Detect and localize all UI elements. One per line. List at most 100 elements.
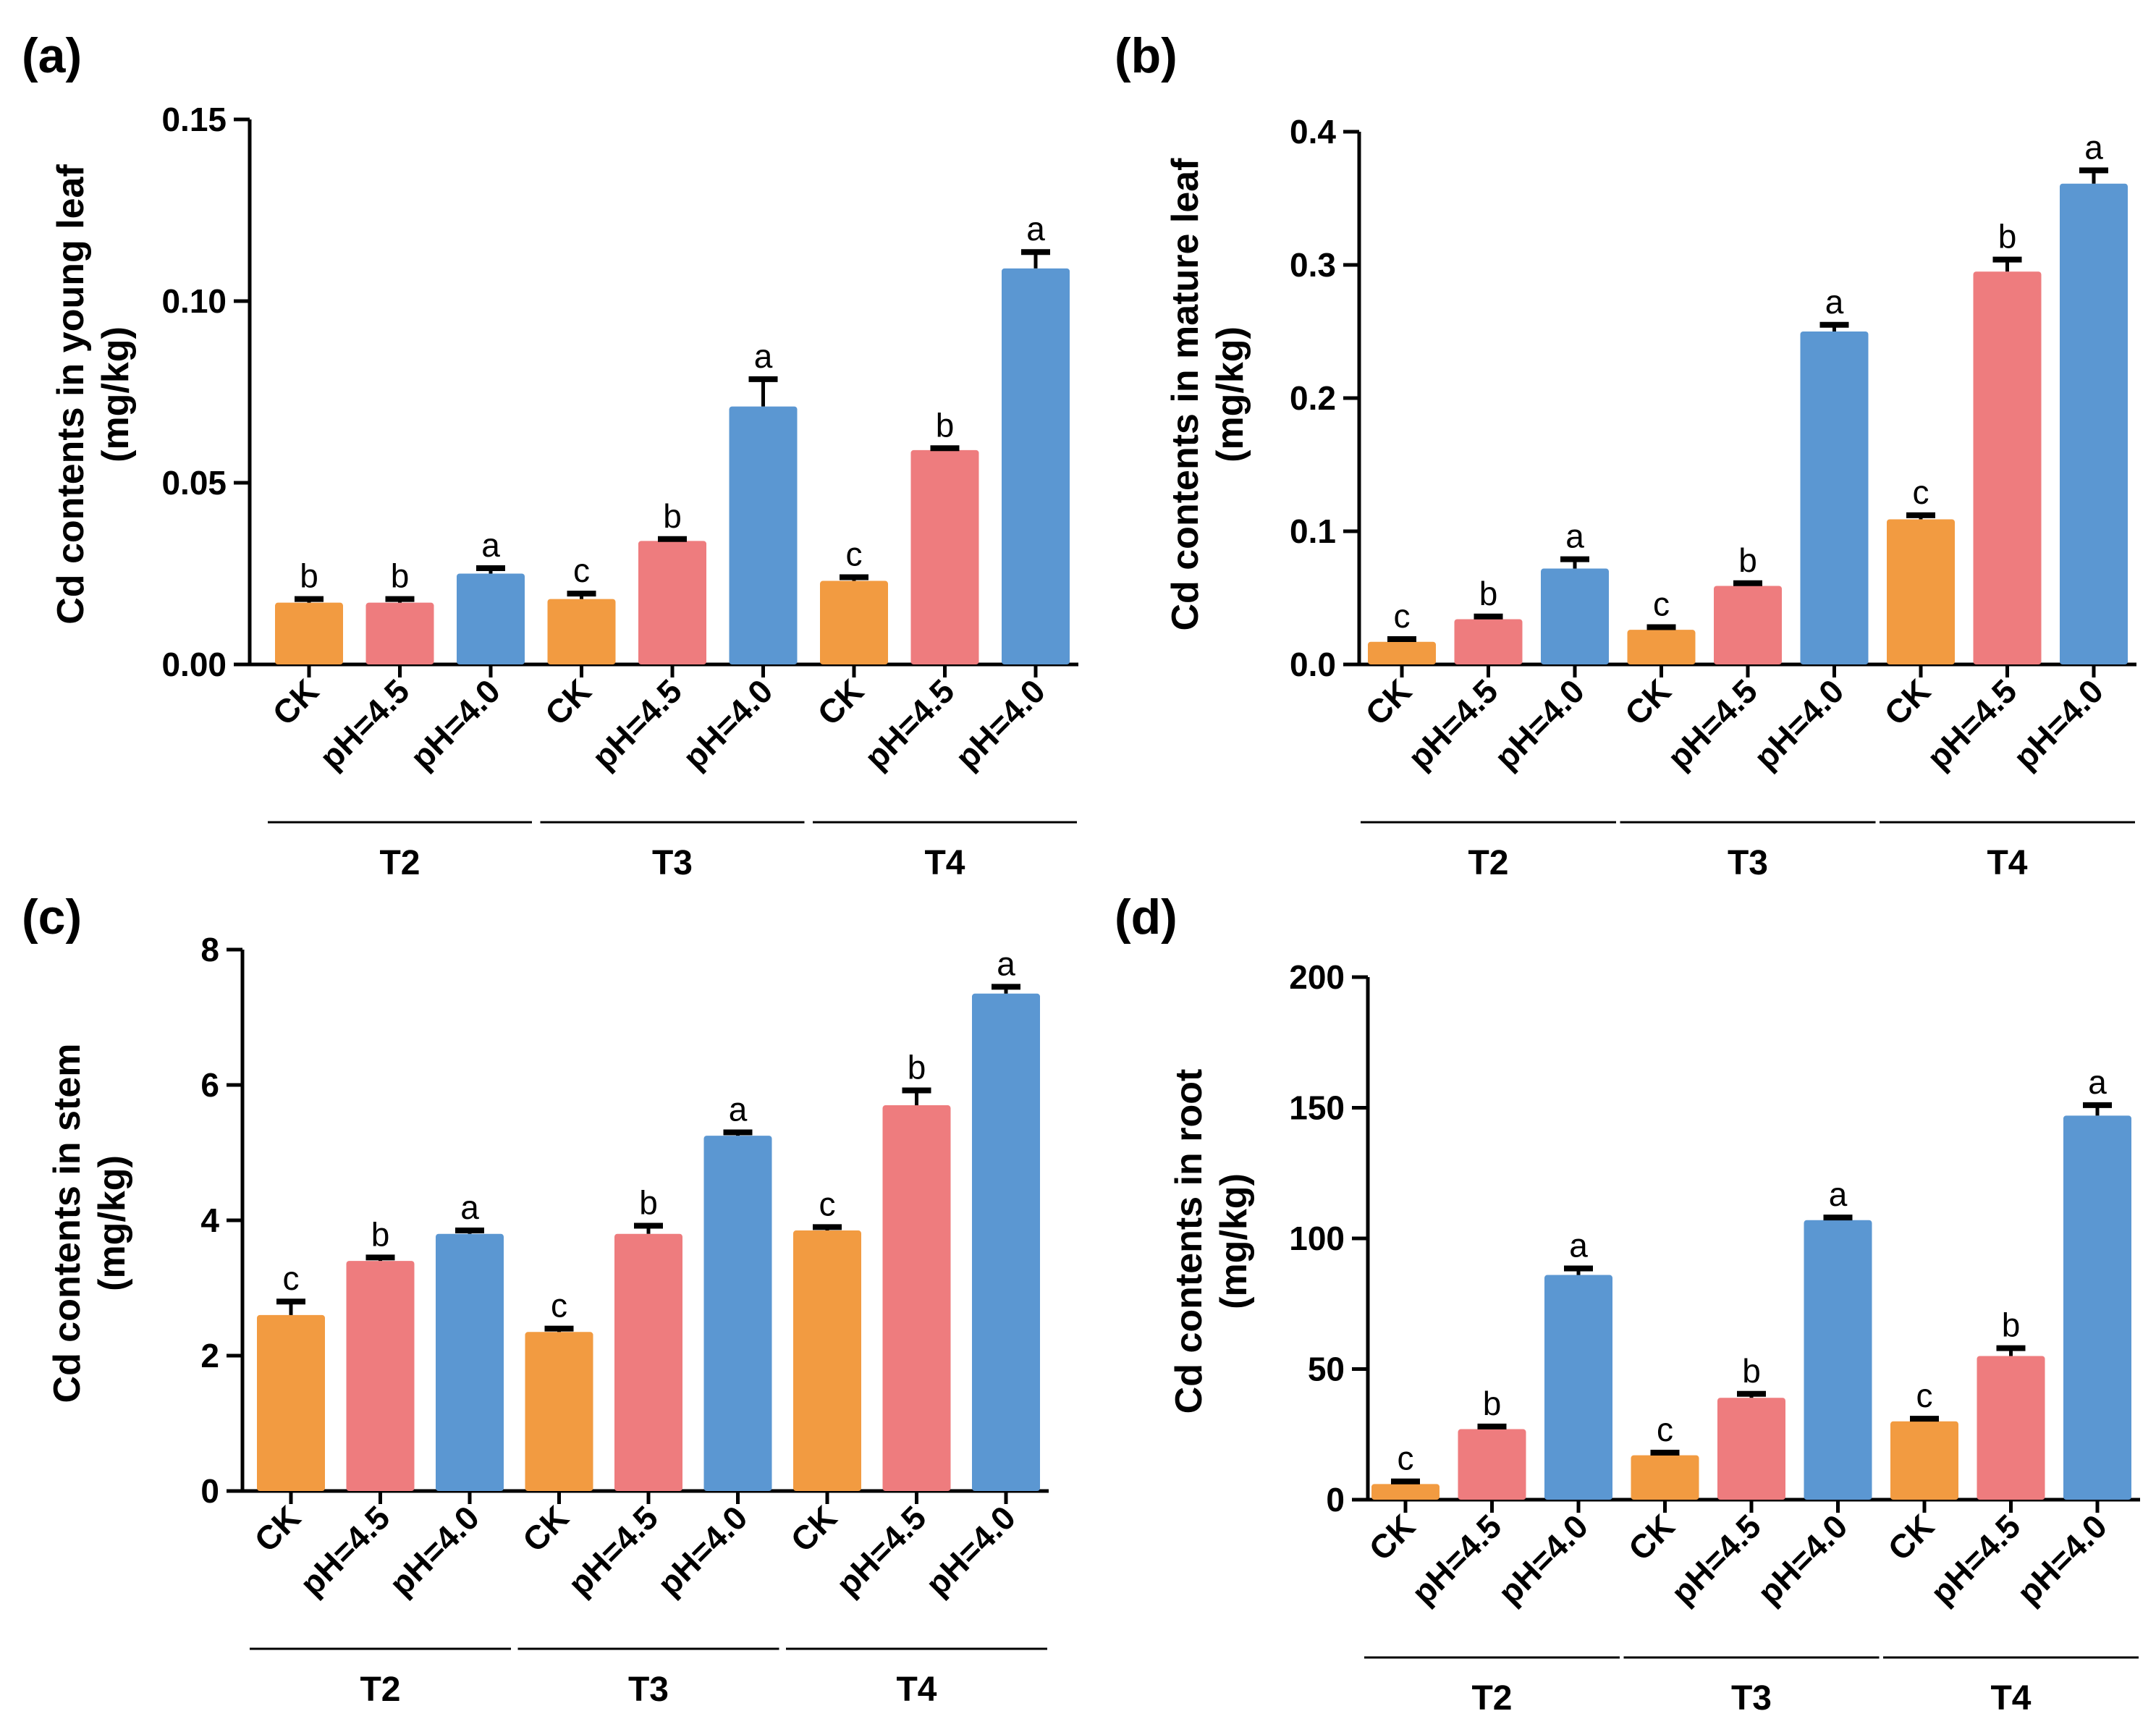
- y-axis-title-line: (mg/kg): [1213, 1173, 1255, 1309]
- category-label: pH=4.5: [585, 672, 689, 776]
- group-label: T3: [628, 1671, 669, 1709]
- category-label: pH=4.5: [312, 672, 416, 776]
- y-tick-label: 8: [200, 931, 219, 968]
- significance-letter: a: [754, 337, 773, 375]
- bar: [1368, 641, 1436, 664]
- bar: [1454, 619, 1523, 664]
- category-label: pH=4.0: [948, 672, 1052, 776]
- y-tick-label: 0.00: [161, 646, 227, 683]
- significance-letter: b: [639, 1183, 658, 1221]
- category-label: pH=4.5: [1660, 672, 1764, 776]
- y-axis-title-line: (mg/kg): [1209, 326, 1251, 463]
- bar: [1890, 1421, 1958, 1500]
- y-tick-label: 6: [200, 1066, 219, 1104]
- bar: [2063, 1115, 2131, 1500]
- category-label: pH=4.5: [1664, 1507, 1768, 1611]
- category-label: pH=4.0: [2010, 1507, 2114, 1611]
- significance-letter: a: [997, 945, 1015, 982]
- y-axis-title: Cd contents in stem(mg/kg): [46, 1044, 133, 1403]
- category-label: CK: [247, 1498, 308, 1559]
- panel-d: (d) Cd contents in root(mg/kg) 0 50 100 150 20…: [1115, 890, 2140, 1718]
- bar: [1544, 1275, 1612, 1500]
- bar: [729, 406, 798, 664]
- panel-c: (c) Cd contents in stem(mg/kg) 0 2 4 6 8 c CK b pH…: [22, 890, 1049, 1709]
- category-label: CK: [810, 672, 871, 732]
- category-label: pH=4.0: [1750, 1507, 1854, 1611]
- bar: [365, 602, 434, 664]
- panel-label: (b): [1115, 28, 1178, 83]
- category-label: CK: [1877, 672, 1937, 732]
- bar: [820, 580, 888, 664]
- significance-letter: b: [1483, 1385, 1502, 1422]
- category-label: CK: [1361, 1507, 1422, 1568]
- group-label: T2: [360, 1671, 400, 1709]
- category-label: pH=4.5: [1404, 1507, 1508, 1611]
- significance-letter: c: [846, 536, 863, 573]
- category-label: CK: [538, 672, 599, 732]
- bar: [1973, 271, 2042, 664]
- y-axis-title-line: Cd contents in young leaf: [50, 164, 92, 625]
- y-axis-title-line: (mg/kg): [91, 1155, 133, 1291]
- category-label: pH=4.0: [1491, 1507, 1595, 1611]
- group-label: T4: [896, 1671, 937, 1709]
- bar: [1714, 586, 1782, 664]
- y-tick-label: 0.10: [161, 282, 227, 320]
- category-label: pH=4.0: [1746, 672, 1851, 776]
- significance-letter: a: [1026, 210, 1045, 248]
- category-label: pH=4.5: [1400, 672, 1505, 776]
- significance-letter: c: [1916, 1377, 1933, 1414]
- group-label: T4: [1987, 844, 2027, 882]
- significance-letter: b: [1738, 541, 1757, 579]
- category-label: pH=4.5: [561, 1498, 665, 1602]
- category-label: CK: [1358, 672, 1419, 732]
- significance-letter: a: [460, 1188, 479, 1226]
- bar: [346, 1261, 415, 1491]
- y-tick-label: 100: [1289, 1220, 1345, 1257]
- significance-letter: c: [1913, 473, 1929, 511]
- group-label: T3: [652, 844, 693, 882]
- significance-letter: a: [729, 1090, 748, 1128]
- category-label: pH=4.5: [1923, 1507, 2027, 1611]
- group-label: T4: [1990, 1679, 2031, 1718]
- y-tick-label: 0.0: [1290, 646, 1336, 683]
- significance-letter: b: [391, 557, 410, 595]
- bar: [614, 1233, 682, 1491]
- bar: [257, 1314, 325, 1491]
- panel-b: (b) Cd contents in mature leaf(mg/kg) 0.0 0…: [1115, 28, 2136, 882]
- significance-letter: b: [663, 497, 682, 535]
- panel-label: (c): [22, 890, 82, 945]
- significance-letter: a: [2084, 128, 2103, 166]
- y-tick-label: 0.2: [1290, 379, 1336, 417]
- y-axis-title: Cd contents in root(mg/kg): [1168, 1069, 1255, 1414]
- category-label: CK: [1618, 672, 1678, 732]
- category-label: pH=4.0: [650, 1498, 754, 1602]
- significance-letter: c: [1653, 585, 1670, 622]
- bar: [2060, 183, 2128, 664]
- category-label: pH=4.0: [2006, 672, 2110, 776]
- group-label: T3: [1731, 1679, 1772, 1718]
- significance-letter: c: [573, 552, 590, 589]
- y-axis-title-line: Cd contents in mature leaf: [1164, 158, 1206, 631]
- y-axis-title-line: Cd contents in stem: [46, 1044, 88, 1403]
- bar: [910, 449, 979, 664]
- y-tick-label: 0: [1326, 1481, 1345, 1519]
- y-tick-label: 0.05: [161, 464, 227, 502]
- y-tick-label: 150: [1289, 1089, 1345, 1127]
- y-tick-label: 200: [1289, 958, 1345, 996]
- significance-letter: b: [936, 406, 955, 444]
- y-tick-label: 0.15: [161, 101, 227, 138]
- bar: [1541, 568, 1609, 664]
- category-label: CK: [1880, 1507, 1941, 1568]
- category-label: pH=4.5: [1919, 672, 2024, 776]
- category-label: pH=4.0: [382, 1498, 486, 1602]
- significance-letter: c: [1398, 1440, 1414, 1477]
- significance-letter: a: [481, 526, 500, 564]
- y-axis-title: Cd contents in young leaf(mg/kg): [50, 164, 137, 625]
- bar: [1627, 630, 1696, 664]
- y-tick-label: 4: [200, 1201, 219, 1239]
- category-label: pH=4.0: [675, 672, 779, 776]
- category-label: pH=4.5: [292, 1498, 397, 1602]
- bar: [1977, 1356, 2045, 1500]
- bar: [1631, 1455, 1699, 1500]
